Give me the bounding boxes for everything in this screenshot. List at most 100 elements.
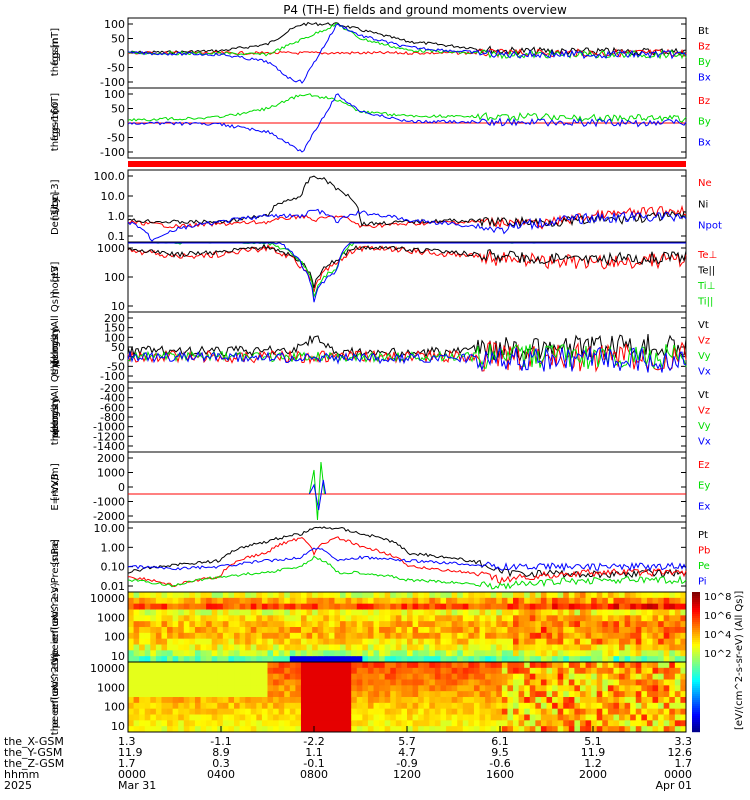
- spec-cell: [340, 708, 347, 715]
- spec-cell: [167, 708, 174, 715]
- spec-cell: [289, 702, 296, 710]
- spec-cell: [451, 714, 458, 721]
- spec-cell: [384, 656, 391, 663]
- spec-cell: [334, 662, 341, 669]
- y-tick-label: -1200: [93, 430, 125, 443]
- spec-cell: [161, 603, 168, 610]
- spec-cell: [390, 697, 397, 704]
- spec-cell: [602, 720, 609, 727]
- spec-cell: [423, 714, 430, 721]
- spec-cell: [479, 638, 486, 645]
- time-row-value: 1.7: [675, 757, 693, 770]
- colorbar-cell: [692, 616, 700, 619]
- spec-cell: [334, 702, 341, 710]
- spec-cell: [317, 650, 324, 657]
- spec-cell: [490, 714, 497, 721]
- spec-cell: [591, 691, 598, 698]
- colorbar-cell: [692, 628, 700, 631]
- spec-cell: [401, 673, 408, 680]
- spec-cell: [479, 697, 486, 704]
- colorbar-cell: [692, 664, 700, 667]
- y-tick-label: -50: [107, 62, 125, 75]
- spec-cell: [596, 621, 603, 628]
- spec-cell: [155, 650, 162, 657]
- spec-cell: [267, 632, 274, 640]
- colorbar-tick: 10^2: [704, 649, 731, 660]
- spec-cell: [496, 720, 503, 727]
- spec-cell: [446, 720, 453, 727]
- spec-cell: [563, 609, 570, 616]
- series-Bz: [128, 48, 687, 59]
- spec-cell: [194, 656, 202, 663]
- spec-cell: [194, 638, 202, 645]
- legend-Npot: Npot: [698, 221, 722, 232]
- spec-cell: [423, 627, 430, 634]
- spec-cell: [602, 621, 609, 628]
- spec-cell: [524, 667, 531, 675]
- spec-cell: [373, 726, 380, 733]
- spec-cell: [619, 603, 626, 610]
- spec-cell: [256, 667, 263, 675]
- spec-cell: [663, 685, 670, 692]
- spec-cell: [172, 691, 179, 698]
- spec-cell: [619, 662, 626, 669]
- spec-cell: [312, 644, 319, 651]
- spec-cell: [446, 644, 453, 651]
- legend-Vt: Vt: [698, 320, 709, 331]
- spec-cell: [340, 702, 347, 710]
- spec-cell: [222, 603, 229, 610]
- spec-cell: [529, 679, 536, 686]
- spec-cell: [340, 726, 347, 733]
- spec-cell: [680, 632, 687, 640]
- spec-cell: [473, 720, 481, 727]
- spec-cell: [434, 603, 441, 610]
- spec-cell: [529, 644, 536, 651]
- spec-cell: [256, 621, 263, 628]
- spec-cell: [669, 597, 676, 605]
- spec-cell: [178, 714, 185, 721]
- spec-cell: [451, 592, 458, 599]
- spec-cell: [228, 714, 235, 721]
- spec-cell: [507, 720, 514, 727]
- spec-cell: [183, 673, 190, 680]
- spec-cell: [641, 691, 648, 698]
- spec-cell: [468, 679, 475, 686]
- spec-cell: [652, 726, 659, 733]
- spec-cell: [234, 667, 241, 675]
- spec-cell: [485, 615, 492, 622]
- spec-cell: [340, 667, 347, 675]
- y-tick-label: 100: [104, 18, 125, 31]
- spec-cell: [289, 621, 296, 628]
- spec-cell: [373, 708, 380, 715]
- spec-cell: [418, 697, 425, 704]
- spec-cell: [407, 603, 414, 610]
- spec-cell: [289, 644, 296, 651]
- spec-cell: [585, 720, 592, 727]
- spec-cell: [568, 667, 575, 675]
- spec-cell: [323, 632, 330, 640]
- spec-cell: [513, 644, 520, 651]
- spec-cell: [245, 638, 252, 645]
- spec-cell: [641, 632, 648, 640]
- spec-cell: [139, 632, 146, 640]
- y-tick-label: -200: [100, 382, 125, 395]
- spec-cell: [161, 702, 168, 710]
- spec-cell: [379, 615, 386, 622]
- spec-cell: [362, 609, 369, 616]
- spec-cell: [591, 592, 598, 599]
- spec-cell: [635, 609, 642, 616]
- spec-cell: [518, 592, 525, 599]
- spec-cell: [529, 691, 536, 698]
- spec-cell: [535, 691, 542, 698]
- spec-cell: [150, 708, 157, 715]
- spec-cell: [579, 603, 587, 610]
- spec-cell: [568, 673, 575, 680]
- spec-cell: [446, 632, 453, 640]
- spec-cell: [591, 638, 598, 645]
- spec-cell: [552, 691, 559, 698]
- spec-cell: [529, 650, 536, 657]
- spec-cell: [451, 720, 458, 727]
- spec-cell: [602, 726, 609, 733]
- spec-cell: [144, 667, 151, 675]
- panel-5: -200-400-600-800-1000-1200-1400thepeerve…: [50, 361, 711, 453]
